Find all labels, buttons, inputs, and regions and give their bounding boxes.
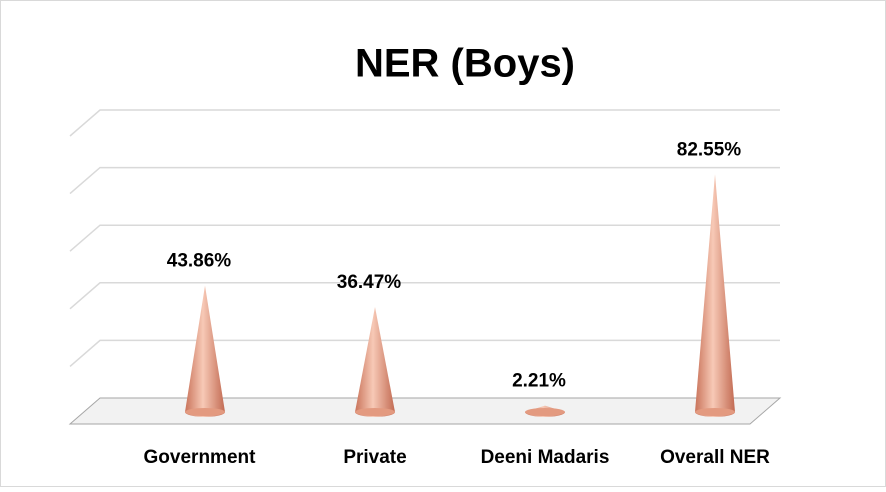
cone	[355, 306, 395, 417]
grid-line	[69, 339, 780, 367]
data-label: 36.47%	[337, 272, 402, 293]
cone	[185, 285, 225, 417]
cone-part	[185, 285, 225, 417]
cone-part	[185, 408, 225, 416]
x-tick-label: Deeni Madaris	[481, 447, 610, 468]
cone-part	[695, 408, 735, 416]
x-tick-label: Government	[144, 447, 257, 468]
cone-part	[355, 306, 395, 417]
cone-part	[695, 174, 735, 417]
cone	[525, 405, 565, 417]
floor	[68, 397, 782, 425]
data-label: 82.55%	[677, 139, 742, 160]
grid-line	[69, 166, 780, 195]
cone-part	[525, 408, 565, 416]
cone	[695, 174, 735, 417]
x-tick-label: Overall NER	[660, 447, 770, 468]
x-tick-label: Private	[343, 447, 406, 468]
cone-part	[355, 408, 395, 416]
chart-title: NER (Boys)	[355, 42, 575, 86]
grid-line	[69, 282, 780, 310]
data-label: 43.86%	[167, 251, 232, 272]
grid-line	[69, 224, 780, 252]
grid-line	[69, 109, 780, 137]
data-label: 2.21%	[512, 371, 566, 392]
